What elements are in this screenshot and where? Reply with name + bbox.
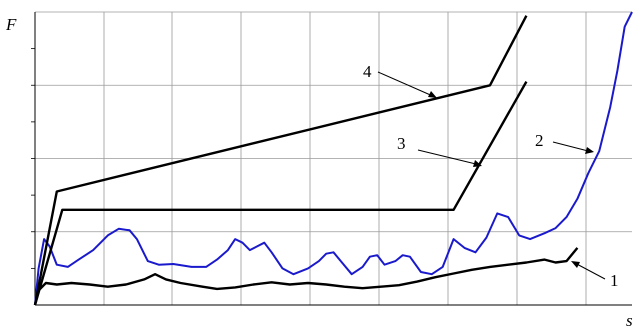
label-curve-1: 1 <box>610 271 619 290</box>
annotations: 4 3 2 1 <box>363 62 619 290</box>
axes <box>34 12 632 306</box>
arrow-head-curve-4 <box>428 91 437 98</box>
label-curve-2: 2 <box>535 131 544 150</box>
arrow-curve-2 <box>552 141 593 153</box>
label-curve-4: 4 <box>363 62 372 81</box>
arrow-curve-4 <box>377 71 436 98</box>
x-axis-label: s <box>626 311 633 330</box>
arrow-head-curve-3 <box>473 160 482 167</box>
arrow-head-curve-1 <box>571 261 580 268</box>
series-line-1 <box>33 247 579 306</box>
series-line-3 <box>33 81 528 306</box>
series-line-4 <box>33 15 528 306</box>
arrow-head-curve-2 <box>585 147 594 154</box>
series-line-2 <box>34 11 633 306</box>
grid <box>31 11 632 305</box>
arrow-curve-3 <box>417 149 481 166</box>
label-curve-3: 3 <box>397 134 406 153</box>
series-layer <box>33 11 633 306</box>
y-axis-label: F <box>5 15 17 34</box>
